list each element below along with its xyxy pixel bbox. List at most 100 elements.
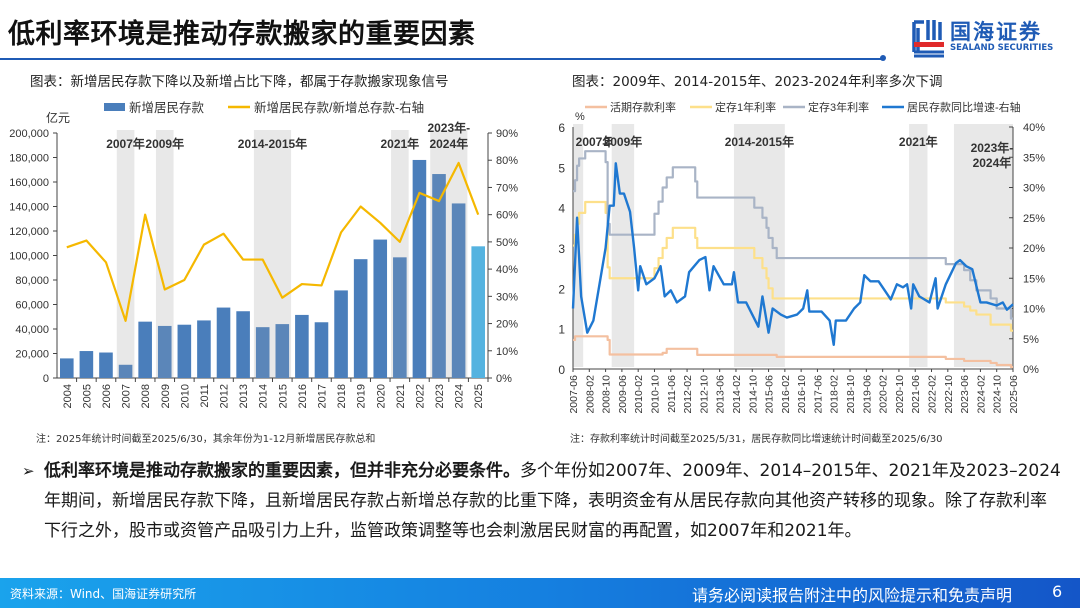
- legend-label-deposit-1y-rate: 定存1年利率: [715, 100, 776, 114]
- y2-tick-label: 10%: [1023, 304, 1045, 316]
- deposit-1y-rate-line: [573, 200, 1013, 332]
- page-title: 低利率环境是推动存款搬家的重要因素: [8, 19, 476, 50]
- legend-label-demand-rate: 活期存款利率: [610, 100, 676, 114]
- bar-2020: [373, 239, 388, 378]
- highlight-label: 2024年: [973, 155, 1012, 170]
- y2-tick-label: 35%: [1023, 152, 1045, 164]
- x-tick-label: 2006: [101, 384, 113, 408]
- x-tick-label: 2017-06: [812, 375, 824, 414]
- y2-tick-label: 40%: [496, 264, 518, 276]
- y-tick-label: 80,000: [15, 275, 49, 287]
- bar-2005: [79, 351, 94, 378]
- y2-tick-label: 25%: [1023, 213, 1045, 225]
- bar-2012: [216, 307, 231, 378]
- highlight-band: [909, 124, 928, 367]
- y2-tick-label: 60%: [496, 210, 518, 222]
- legend-line-label: 新增居民存款/新增总存款-右轴: [254, 100, 424, 115]
- highlight-label: 2009年: [145, 136, 184, 151]
- y-tick-label: 0: [43, 373, 49, 385]
- y-tick-label: 2: [558, 282, 565, 296]
- y-tick-label: 60,000: [15, 300, 49, 312]
- x-tick-label: 2010-10: [649, 375, 661, 414]
- y-tick-label: 3: [558, 242, 565, 256]
- x-tick-label: 2024-10: [992, 375, 1004, 414]
- y-tick-label: 0: [558, 363, 565, 377]
- x-tick-label: 2020: [375, 384, 387, 408]
- bar-2010: [177, 324, 192, 378]
- y-tick-label: 40,000: [15, 324, 49, 336]
- demand-rate-line: [573, 335, 1013, 369]
- x-tick-label: 2007: [121, 384, 133, 408]
- left-chart-caption: 图表：新增居民存款下降以及新增占比下降，都属于存款搬家现象信号: [30, 74, 449, 90]
- y-unit-label: 亿元: [46, 110, 70, 125]
- highlight-label: 2009年: [604, 134, 643, 149]
- x-tick-label: 2014-02: [731, 375, 743, 414]
- highlight-label: 2007年: [106, 136, 145, 151]
- bar-2024: [451, 203, 466, 378]
- x-tick-label: 2009: [160, 384, 172, 408]
- x-tick-label: 2010: [179, 384, 191, 408]
- bar-2006: [99, 352, 113, 378]
- x-tick-label: 2020-02: [878, 375, 890, 414]
- bar-2023: [432, 174, 446, 378]
- x-tick-label: 2016-02: [780, 375, 792, 414]
- y-tick-label: 5: [558, 161, 565, 175]
- logo-text-en: SEALAND SECURITIES: [950, 43, 1054, 53]
- bar-2018: [334, 290, 348, 378]
- highlight-band: [733, 124, 785, 367]
- legend-bar-swatch: [104, 103, 125, 111]
- y2-tick-label: 90%: [496, 128, 518, 140]
- paragraph-bold-lead: 低利率环境是推动存款搬家的重要因素，但并非充分必要条件。: [44, 461, 520, 481]
- x-tick-label: 2014-10: [747, 375, 759, 414]
- x-tick-label: 2012-10: [698, 375, 710, 414]
- x-tick-label: 2019: [356, 384, 368, 408]
- highlight-label: 2021年: [380, 136, 419, 151]
- legend-bar-label: 新增居民存款: [129, 100, 205, 115]
- x-tick-label: 2018-02: [829, 375, 841, 414]
- x-tick-label: 2013-06: [715, 375, 727, 414]
- x-tick-label: 2008-02: [584, 375, 596, 414]
- highlight-band: [953, 124, 1013, 367]
- y2-tick-label: 40%: [1023, 122, 1045, 134]
- highlight-label: 2023年-: [427, 120, 470, 135]
- x-tick-label: 2021: [395, 384, 407, 408]
- x-tick-label: 2018: [336, 384, 348, 408]
- y2-tick-label: 70%: [496, 182, 518, 194]
- bar-2017: [314, 322, 329, 378]
- x-tick-label: 2012: [219, 384, 231, 408]
- x-tick-label: 2011: [199, 384, 211, 408]
- y2-tick-label: 80%: [496, 155, 518, 167]
- logo-text-cn: 国海证券: [950, 20, 1042, 44]
- highlight-label: 2021年: [899, 134, 938, 149]
- x-tick-label: 2007-06: [568, 375, 580, 414]
- household-deposit-yoy-line: [571, 162, 1014, 347]
- bar-2015: [275, 324, 290, 378]
- bar-2007: [118, 364, 133, 378]
- highlight-label: 2014-2015年: [238, 136, 307, 151]
- highlight-label: 2014-2015年: [725, 134, 794, 149]
- y2-tick-label: 15%: [1023, 273, 1045, 285]
- summary-paragraph: ➢ 低利率环境是推动存款搬家的重要因素，但并非充分必要条件。多个年份如2007年…: [22, 456, 1062, 546]
- x-tick-label: 2017: [316, 384, 328, 408]
- x-tick-label: 2013: [238, 384, 250, 408]
- y-tick-label: 180,000: [9, 153, 49, 165]
- x-tick-label: 2023: [434, 384, 446, 408]
- footer-disclaimer: 请务必阅读报告附注中的风险提示和免责声明: [692, 586, 1013, 605]
- paragraph-text: 多个年份如2007年、2009年、2014–2015年、2021年及2023–2…: [44, 461, 1061, 541]
- y-tick-label: 100,000: [9, 251, 49, 263]
- y-tick-label: 20,000: [15, 349, 49, 361]
- bullet-arrow-icon: ➢: [22, 462, 35, 480]
- legend-label-household-deposit-yoy: 居民存款同比增速-右轴: [907, 100, 1021, 114]
- x-tick-label: 2022-10: [943, 375, 955, 414]
- footer-source: 资料来源：Wind、国海证券研究所: [10, 587, 197, 601]
- x-tick-label: 2018-10: [845, 375, 857, 414]
- highlight-band: [116, 130, 135, 378]
- y2-tick-label: 10%: [496, 346, 518, 358]
- highlight-label: 2024年: [429, 136, 468, 151]
- x-tick-label: 2019-06: [861, 375, 873, 414]
- x-tick-label: 2004: [62, 384, 74, 408]
- bar-2013: [236, 311, 250, 378]
- bar-2004: [60, 358, 74, 378]
- highlight-band: [155, 130, 174, 378]
- x-tick-label: 2020-10: [894, 375, 906, 414]
